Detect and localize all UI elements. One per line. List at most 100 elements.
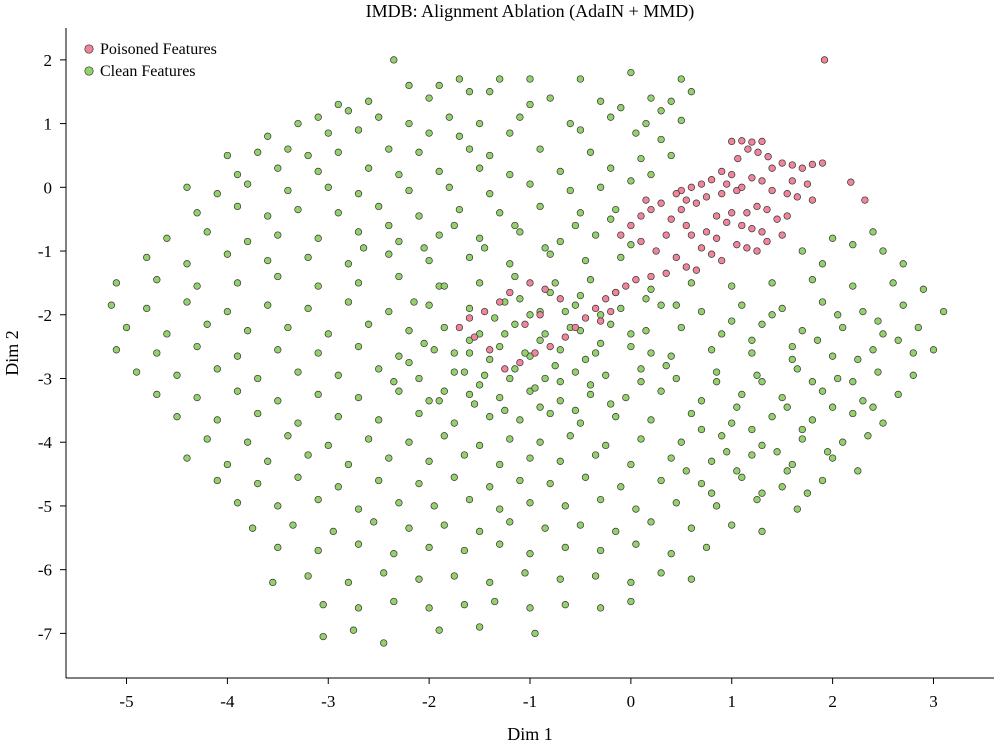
data-point (677, 205, 685, 214)
data-point (486, 355, 494, 364)
data-point (657, 199, 665, 207)
data-point (390, 56, 398, 64)
data-point (854, 355, 862, 364)
data-point (728, 521, 736, 529)
data-point (344, 107, 353, 115)
data-point (233, 279, 242, 287)
data-point (768, 186, 776, 195)
data-point (496, 342, 504, 351)
data-point (687, 524, 696, 532)
data-point (465, 390, 474, 399)
data-point (475, 441, 484, 450)
data-point (738, 137, 746, 145)
data-point (768, 164, 776, 172)
data-point (480, 371, 489, 379)
data-point (581, 314, 590, 322)
data-point (783, 467, 791, 475)
data-point (405, 438, 413, 446)
data-point (435, 397, 443, 405)
data-point (304, 151, 312, 160)
data-point (465, 304, 474, 313)
data-point (758, 228, 766, 236)
data-point (314, 234, 322, 242)
data-point (707, 489, 716, 497)
data-point (450, 368, 458, 376)
data-point (859, 397, 867, 405)
data-point (223, 250, 232, 258)
data-point (627, 460, 635, 469)
data-point (329, 527, 337, 536)
data-point (541, 374, 549, 383)
data-point (808, 416, 817, 424)
data-point (375, 365, 383, 373)
data-point (556, 295, 564, 303)
data-point (284, 145, 292, 153)
data-point (501, 365, 509, 373)
data-point (793, 193, 801, 201)
data-point (612, 288, 620, 297)
data-point (173, 413, 181, 421)
data-point (213, 416, 221, 424)
y-axis-ticks: 2 1 0 -1 -2 -3 -4 -5 -6 -7 (38, 51, 66, 643)
data-point (536, 336, 544, 344)
data-point (364, 164, 373, 172)
data-point (450, 572, 458, 580)
data-point (460, 368, 469, 376)
data-point (586, 381, 595, 389)
data-point (561, 333, 569, 341)
data-point (758, 489, 766, 497)
data-point (647, 416, 655, 424)
data-point (233, 387, 242, 395)
data-point (602, 295, 610, 303)
data-point (869, 403, 877, 411)
data-point (808, 276, 817, 284)
data-point (496, 540, 504, 548)
data-point (773, 448, 781, 456)
data-point (581, 256, 590, 265)
data-point (193, 209, 201, 217)
data-point (354, 604, 363, 612)
data-point (324, 441, 332, 450)
data-point (526, 550, 534, 558)
data-point (576, 419, 585, 427)
data-point (455, 132, 464, 140)
data-point (304, 572, 312, 580)
data-point (849, 241, 857, 249)
data-point (808, 378, 817, 386)
data-point (122, 323, 131, 332)
data-point (748, 138, 756, 146)
data-point (849, 409, 857, 418)
data-point (783, 190, 791, 198)
data-point (364, 320, 373, 328)
data-point (647, 285, 655, 293)
data-point (662, 231, 670, 239)
data-point (284, 186, 292, 195)
data-point (778, 483, 786, 491)
data-point (723, 218, 731, 227)
data-point (254, 148, 262, 156)
data-point (475, 381, 484, 389)
data-point (319, 632, 327, 641)
data-point (496, 209, 504, 217)
data-point (556, 237, 564, 246)
data-point (798, 327, 806, 335)
data-point (526, 180, 534, 188)
data-point (193, 342, 201, 351)
data-point (622, 282, 630, 290)
data-point (435, 81, 443, 90)
data-point (828, 352, 837, 360)
data-point (455, 323, 464, 332)
data-point (163, 330, 171, 338)
data-point (385, 307, 393, 316)
data-point (728, 137, 736, 146)
data-point (107, 301, 116, 309)
data-point (869, 228, 877, 236)
data-point (591, 349, 600, 357)
data-point (405, 524, 413, 532)
data-point (929, 346, 938, 354)
data-point (541, 330, 549, 338)
data-point (576, 209, 585, 217)
data-point (632, 505, 640, 513)
data-point (657, 107, 665, 115)
data-point (818, 476, 827, 485)
